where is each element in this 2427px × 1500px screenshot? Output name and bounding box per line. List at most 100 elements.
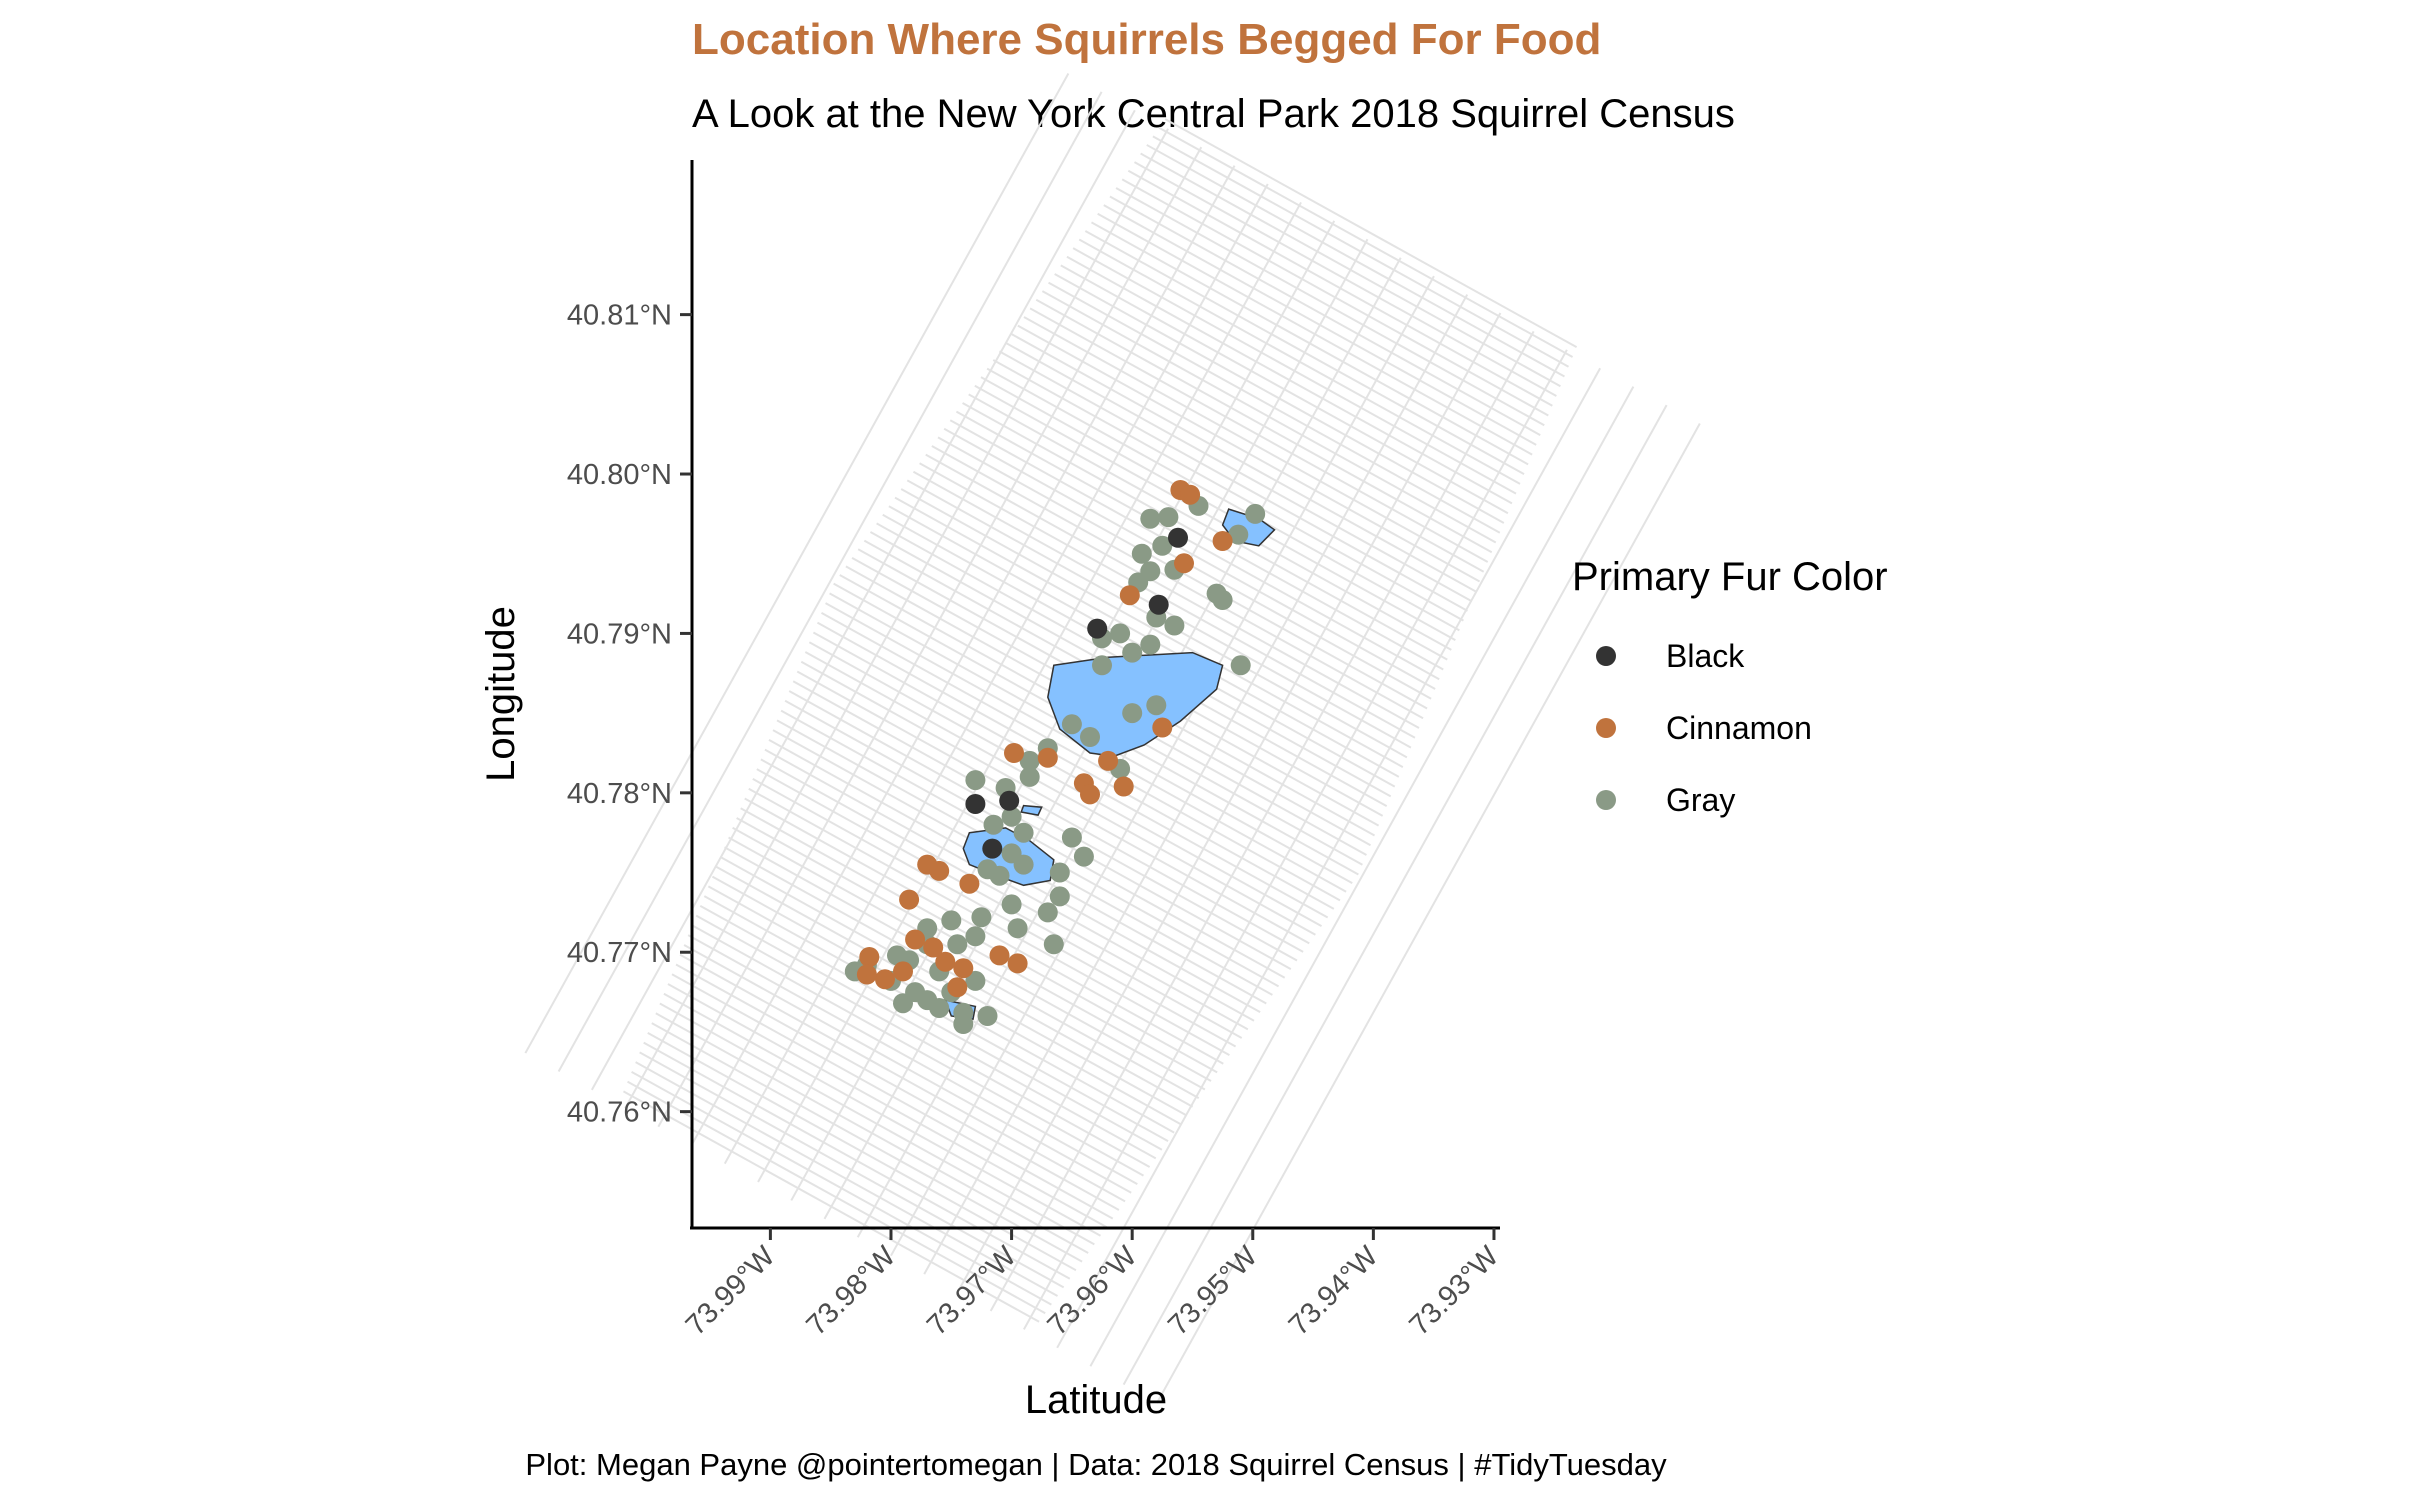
x-axis-title: Latitude (1025, 1378, 1167, 1422)
point-gray (965, 926, 986, 947)
street-line (949, 419, 1436, 690)
street-line (1041, 290, 1497, 544)
street-line (974, 384, 1452, 651)
point-gray (1152, 535, 1173, 556)
legend: Primary Fur Color Black Cinnamon Gray (1572, 555, 1888, 818)
street-line (663, 992, 1101, 1237)
x-tick-label: 73.97°W (921, 1240, 1023, 1342)
point-cinnamon (905, 929, 926, 950)
street-line (732, 826, 1206, 1091)
y-tick-label: 40.81°N (567, 300, 672, 332)
legend-label-cinnamon: Cinnamon (1666, 710, 1812, 746)
point-gray (989, 865, 1010, 886)
point-gray (1019, 766, 1040, 787)
street-line (980, 376, 1456, 642)
street-line (1017, 324, 1481, 583)
street-line (800, 660, 1310, 945)
point-gray (1212, 590, 1233, 610)
street-line (808, 641, 1323, 927)
street-line (968, 393, 1448, 661)
point-gray (1140, 634, 1161, 655)
point-cinnamon (947, 977, 968, 998)
turtle-pond-water (1020, 804, 1043, 816)
point-gray (953, 1014, 974, 1034)
point-gray (1043, 934, 1064, 955)
legend-swatch-gray (1596, 790, 1616, 810)
point-cinnamon (1113, 776, 1134, 797)
y-tick-label: 40.77°N (567, 937, 672, 969)
street-line (812, 631, 1329, 919)
street-line (631, 1071, 1052, 1306)
street-line (1005, 341, 1473, 602)
point-gray (1061, 714, 1082, 735)
street-line (1060, 264, 1509, 515)
street-line (1035, 298, 1493, 554)
street-line (703, 895, 1163, 1151)
avenue-line (557, 91, 1103, 1072)
street-line (955, 410, 1440, 681)
point-gray (1037, 902, 1058, 923)
street-line (1103, 204, 1537, 446)
street-line (1127, 169, 1553, 407)
street-line (659, 1002, 1095, 1246)
point-gray (1019, 750, 1040, 771)
y-tick-label: 40.79°N (567, 618, 672, 650)
street-line (724, 846, 1194, 1108)
street-line (675, 963, 1120, 1211)
avenue-line (1089, 386, 1635, 1367)
point-cinnamon (959, 873, 980, 894)
point-gray (1007, 918, 1028, 939)
point-gray (1158, 507, 1179, 528)
point-cinnamon (1174, 553, 1194, 574)
y-tick-label: 40.76°N (567, 1097, 672, 1129)
street-line (796, 670, 1304, 953)
point-black (1148, 594, 1169, 615)
point-gray (1110, 623, 1131, 644)
street-line (687, 934, 1138, 1186)
street-line (647, 1031, 1077, 1272)
point-gray (947, 934, 968, 955)
x-tick-label: 73.93°W (1403, 1240, 1505, 1342)
point-gray (1245, 503, 1266, 524)
point-gray (1080, 727, 1100, 747)
x-tick-label: 73.95°W (1162, 1240, 1264, 1342)
street-line (1072, 247, 1517, 495)
street-line (992, 359, 1464, 622)
point-cinnamon (875, 969, 895, 990)
avenue-line (524, 72, 1070, 1054)
street-line (756, 768, 1243, 1039)
x-tick-label: 73.98°W (800, 1240, 902, 1342)
street-line (986, 367, 1460, 632)
y-tick-label: 40.78°N (567, 778, 672, 810)
point-black (1087, 618, 1108, 639)
street-line (671, 973, 1114, 1220)
street-line (998, 350, 1468, 612)
point-gray (887, 945, 907, 966)
legend-label-gray: Gray (1666, 782, 1735, 818)
point-gray (1092, 655, 1112, 676)
point-cinnamon (859, 947, 880, 967)
point-cinnamon (935, 951, 956, 972)
x-axis-ticks: 73.99°W 73.98°W 73.97°W 73.96°W 73.95°W 73.94… (680, 1228, 1505, 1342)
street-line (764, 748, 1255, 1022)
legend-label-black: Black (1666, 638, 1745, 674)
street-line (1066, 255, 1513, 505)
point-gray (1013, 822, 1034, 843)
street-line (792, 680, 1298, 962)
street-line (784, 699, 1286, 979)
street-line (1115, 187, 1545, 427)
street-line (816, 621, 1335, 910)
street-line (752, 778, 1237, 1048)
street-line (925, 453, 1420, 729)
street-line (651, 1022, 1083, 1263)
street-line (691, 924, 1144, 1177)
point-gray (1122, 703, 1143, 724)
point-black (965, 794, 986, 814)
street-line (639, 1051, 1065, 1289)
street-line (1011, 333, 1477, 593)
point-gray (1140, 508, 1161, 529)
street-line (699, 905, 1157, 1160)
point-gray (1061, 827, 1082, 848)
point-cinnamon (923, 937, 944, 958)
